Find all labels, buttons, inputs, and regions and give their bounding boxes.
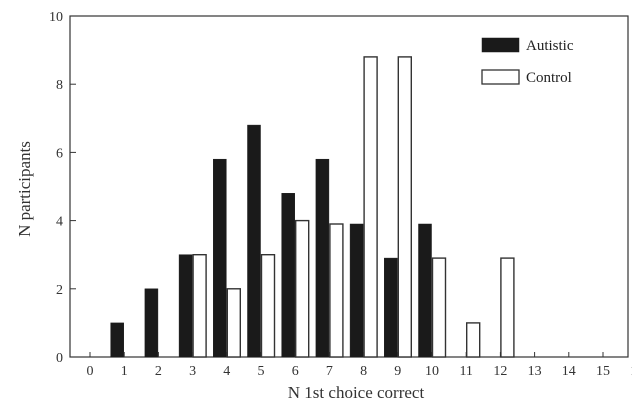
bar-autistic-10 (418, 223, 432, 358)
bar-control-7 (329, 223, 344, 358)
y-tick-label-5: 10 (49, 10, 63, 25)
x-tick-label-2: 2 (155, 364, 162, 379)
x-tick-label-8: 8 (360, 364, 367, 379)
x-tick-label-16: 16 (630, 364, 632, 379)
y-axis-title: N participants (15, 141, 34, 237)
x-tick-label-9: 9 (394, 364, 401, 379)
x-tick-label-4: 4 (223, 364, 230, 379)
x-axis-title: N 1st choice correct (288, 383, 425, 402)
bar-autistic-2 (144, 288, 159, 358)
x-tick-label-14: 14 (562, 364, 576, 379)
bar-control-12 (500, 257, 515, 358)
x-tick-label-10: 10 (425, 364, 439, 379)
x-tick-label-7: 7 (326, 364, 333, 379)
bar-control-11 (466, 322, 481, 358)
bar-autistic-9 (384, 257, 398, 358)
bar-autistic-4 (213, 158, 227, 358)
legend-label-control: Control (526, 70, 572, 86)
y-tick-label-4: 8 (56, 78, 63, 93)
x-tick-label-6: 6 (292, 364, 299, 379)
x-tick-label-0: 0 (87, 364, 94, 379)
legend-label-autistic: Autistic (526, 38, 574, 54)
bar-control-9 (397, 56, 412, 358)
bar-autistic-7 (315, 158, 330, 358)
bar-autistic-5 (247, 124, 261, 358)
bar-autistic-8 (349, 223, 364, 358)
x-tick-label-11: 11 (459, 364, 472, 379)
bar-control-3 (192, 253, 207, 358)
x-tick-label-3: 3 (189, 364, 196, 379)
legend-swatch-autistic (481, 37, 520, 53)
x-ticks-group: 012345678910111213141516 (87, 352, 632, 379)
x-tick-label-13: 13 (528, 364, 542, 379)
bar-autistic-1 (110, 322, 124, 358)
legend-swatch-control (481, 69, 520, 85)
plot-frame (69, 15, 629, 358)
y-tick-label-1: 2 (56, 283, 63, 298)
bars-group (110, 56, 515, 358)
bar-control-10 (431, 257, 447, 358)
bar-control-8 (363, 56, 378, 358)
bar-autistic-6 (281, 193, 295, 358)
bar-control-5 (260, 253, 276, 358)
x-tick-label-5: 5 (258, 364, 265, 379)
bar-control-6 (295, 219, 310, 358)
legend: Autistic Control (481, 37, 574, 86)
x-tick-label-1: 1 (121, 364, 128, 379)
bar-control-4 (226, 288, 242, 358)
x-tick-label-12: 12 (493, 364, 507, 379)
y-tick-label-0: 0 (56, 351, 63, 366)
y-ticks-group: 0 2 4 6 8 10 (49, 10, 76, 366)
y-tick-label-3: 6 (56, 146, 63, 161)
bar-autistic-3 (178, 254, 193, 358)
x-tick-label-15: 15 (596, 364, 610, 379)
y-tick-label-2: 4 (56, 215, 63, 230)
